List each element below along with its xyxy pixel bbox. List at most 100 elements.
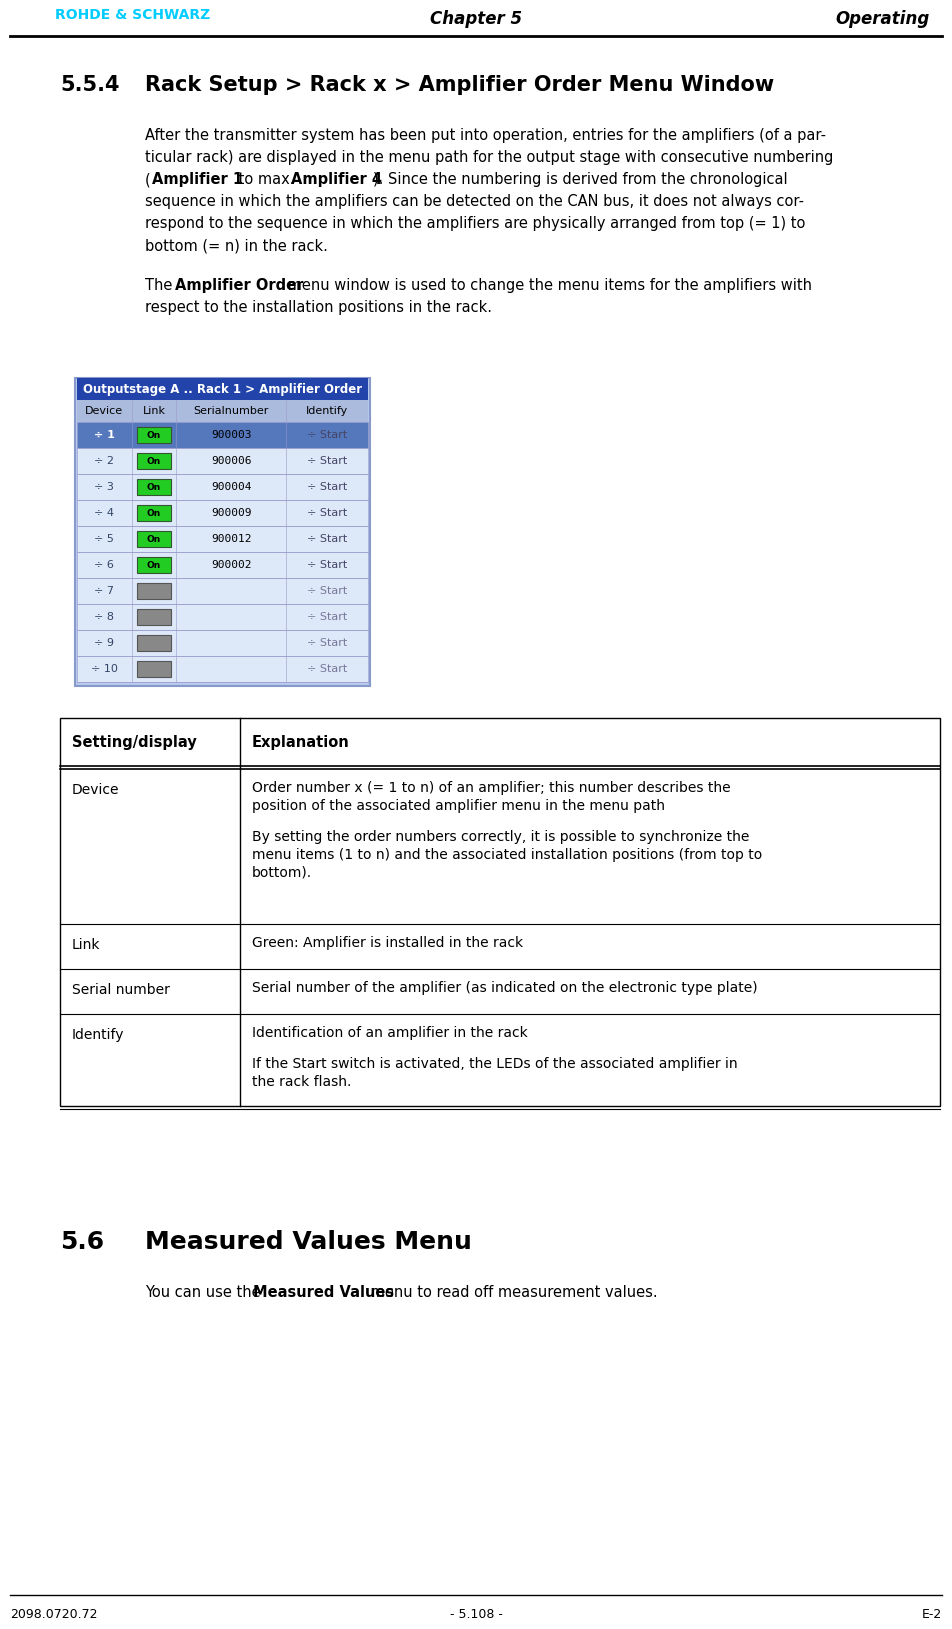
Text: the rack flash.: the rack flash.: [252, 1075, 351, 1088]
Text: Link: Link: [143, 406, 166, 415]
Text: Amplifier 1: Amplifier 1: [152, 173, 243, 187]
FancyBboxPatch shape: [77, 474, 368, 500]
FancyBboxPatch shape: [77, 656, 368, 683]
Text: Measured Values: Measured Values: [253, 1285, 394, 1300]
FancyBboxPatch shape: [137, 557, 171, 573]
Text: On: On: [147, 430, 161, 440]
Text: Link: Link: [72, 938, 101, 951]
Text: 900004: 900004: [210, 482, 251, 492]
Text: (: (: [145, 173, 150, 187]
Text: Outputstage A .. Rack 1 > Amplifier Order: Outputstage A .. Rack 1 > Amplifier Orde…: [83, 383, 362, 396]
Text: ÷ 2: ÷ 2: [94, 456, 114, 466]
Text: On: On: [147, 456, 161, 466]
FancyBboxPatch shape: [137, 479, 171, 495]
FancyBboxPatch shape: [75, 378, 370, 686]
Text: 900009: 900009: [210, 508, 251, 518]
Text: Operating: Operating: [836, 10, 930, 28]
Text: Measured Values Menu: Measured Values Menu: [145, 1230, 472, 1254]
Text: After the transmitter system has been put into operation, entries for the amplif: After the transmitter system has been pu…: [145, 129, 826, 143]
Text: Serialnumber: Serialnumber: [193, 406, 268, 415]
Text: ÷ 8: ÷ 8: [94, 613, 114, 622]
Text: ÷ 9: ÷ 9: [94, 639, 114, 648]
Text: Explanation: Explanation: [252, 735, 349, 749]
Text: ÷ Start: ÷ Start: [307, 508, 347, 518]
Text: ). Since the numbering is derived from the chronological: ). Since the numbering is derived from t…: [373, 173, 787, 187]
Text: - 5.108 -: - 5.108 -: [449, 1608, 503, 1621]
Text: 5.6: 5.6: [60, 1230, 104, 1254]
Text: Device: Device: [72, 784, 120, 797]
Text: 900012: 900012: [210, 534, 251, 544]
Text: ticular rack) are displayed in the menu path for the output stage with consecuti: ticular rack) are displayed in the menu …: [145, 150, 833, 165]
Text: respond to the sequence in which the amplifiers are physically arranged from top: respond to the sequence in which the amp…: [145, 217, 805, 231]
Text: 900006: 900006: [210, 456, 251, 466]
Text: Serial number of the amplifier (as indicated on the electronic type plate): Serial number of the amplifier (as indic…: [252, 981, 758, 995]
FancyBboxPatch shape: [137, 427, 171, 443]
Text: ÷ Start: ÷ Start: [307, 482, 347, 492]
Text: ÷ Start: ÷ Start: [307, 534, 347, 544]
Text: 900003: 900003: [210, 430, 251, 440]
FancyBboxPatch shape: [77, 401, 368, 422]
Text: On: On: [147, 482, 161, 492]
Text: ÷ Start: ÷ Start: [307, 613, 347, 622]
Text: position of the associated amplifier menu in the menu path: position of the associated amplifier men…: [252, 798, 665, 813]
Text: menu to read off measurement values.: menu to read off measurement values.: [366, 1285, 658, 1300]
FancyBboxPatch shape: [137, 583, 171, 599]
Text: ÷ Start: ÷ Start: [307, 586, 347, 596]
FancyBboxPatch shape: [77, 630, 368, 656]
Text: ÷ Start: ÷ Start: [307, 456, 347, 466]
Text: menu window is used to change the menu items for the amplifiers with: menu window is used to change the menu i…: [283, 279, 812, 293]
Text: 2098.0720.72: 2098.0720.72: [10, 1608, 97, 1621]
FancyBboxPatch shape: [137, 531, 171, 547]
FancyBboxPatch shape: [77, 422, 368, 448]
Text: ÷ 5: ÷ 5: [94, 534, 114, 544]
Text: Amplifier Order: Amplifier Order: [175, 279, 304, 293]
FancyBboxPatch shape: [77, 526, 368, 552]
Text: menu items (1 to n) and the associated installation positions (from top to: menu items (1 to n) and the associated i…: [252, 847, 763, 862]
FancyBboxPatch shape: [77, 552, 368, 578]
Text: ÷ 6: ÷ 6: [94, 560, 114, 570]
FancyBboxPatch shape: [60, 718, 940, 1106]
Text: 900002: 900002: [210, 560, 251, 570]
Text: Serial number: Serial number: [72, 982, 169, 997]
Text: ÷ 4: ÷ 4: [94, 508, 114, 518]
Text: ÷ Start: ÷ Start: [307, 560, 347, 570]
FancyBboxPatch shape: [137, 453, 171, 469]
Text: ÷ 1: ÷ 1: [93, 430, 114, 440]
Text: On: On: [147, 534, 161, 544]
FancyBboxPatch shape: [137, 609, 171, 626]
Text: Chapter 5: Chapter 5: [430, 10, 522, 28]
Text: Setting/display: Setting/display: [72, 735, 197, 749]
Text: On: On: [147, 508, 161, 518]
Text: Identification of an amplifier in the rack: Identification of an amplifier in the ra…: [252, 1026, 527, 1039]
FancyBboxPatch shape: [137, 635, 171, 652]
FancyBboxPatch shape: [77, 378, 368, 401]
Text: Green: Amplifier is installed in the rack: Green: Amplifier is installed in the rac…: [252, 937, 524, 950]
FancyBboxPatch shape: [137, 661, 171, 678]
Text: ÷ Start: ÷ Start: [307, 430, 347, 440]
Text: respect to the installation positions in the rack.: respect to the installation positions in…: [145, 300, 492, 314]
Text: 5.5.4: 5.5.4: [60, 75, 120, 94]
FancyBboxPatch shape: [137, 505, 171, 521]
Text: Identify: Identify: [72, 1028, 125, 1043]
Text: Identify: Identify: [306, 406, 348, 415]
FancyBboxPatch shape: [77, 500, 368, 526]
Text: ÷ 7: ÷ 7: [94, 586, 114, 596]
Text: Device: Device: [85, 406, 123, 415]
Text: If the Start switch is activated, the LEDs of the associated amplifier in: If the Start switch is activated, the LE…: [252, 1057, 738, 1070]
Text: ÷ 10: ÷ 10: [90, 665, 117, 674]
Text: Amplifier 4: Amplifier 4: [291, 173, 382, 187]
Text: bottom).: bottom).: [252, 865, 312, 880]
Text: sequence in which the amplifiers can be detected on the CAN bus, it does not alw: sequence in which the amplifiers can be …: [145, 194, 804, 209]
FancyBboxPatch shape: [77, 604, 368, 630]
Text: Order number x (= 1 to n) of an amplifier; this number describes the: Order number x (= 1 to n) of an amplifie…: [252, 780, 730, 795]
Text: E-2: E-2: [922, 1608, 942, 1621]
Text: ÷ Start: ÷ Start: [307, 639, 347, 648]
FancyBboxPatch shape: [77, 578, 368, 604]
Text: bottom (= n) in the rack.: bottom (= n) in the rack.: [145, 238, 327, 252]
Text: ÷ Start: ÷ Start: [307, 665, 347, 674]
Text: On: On: [147, 560, 161, 570]
Text: The: The: [145, 279, 177, 293]
Text: By setting the order numbers correctly, it is possible to synchronize the: By setting the order numbers correctly, …: [252, 829, 749, 844]
Text: You can use the: You can use the: [145, 1285, 266, 1300]
Text: to max.: to max.: [234, 173, 299, 187]
